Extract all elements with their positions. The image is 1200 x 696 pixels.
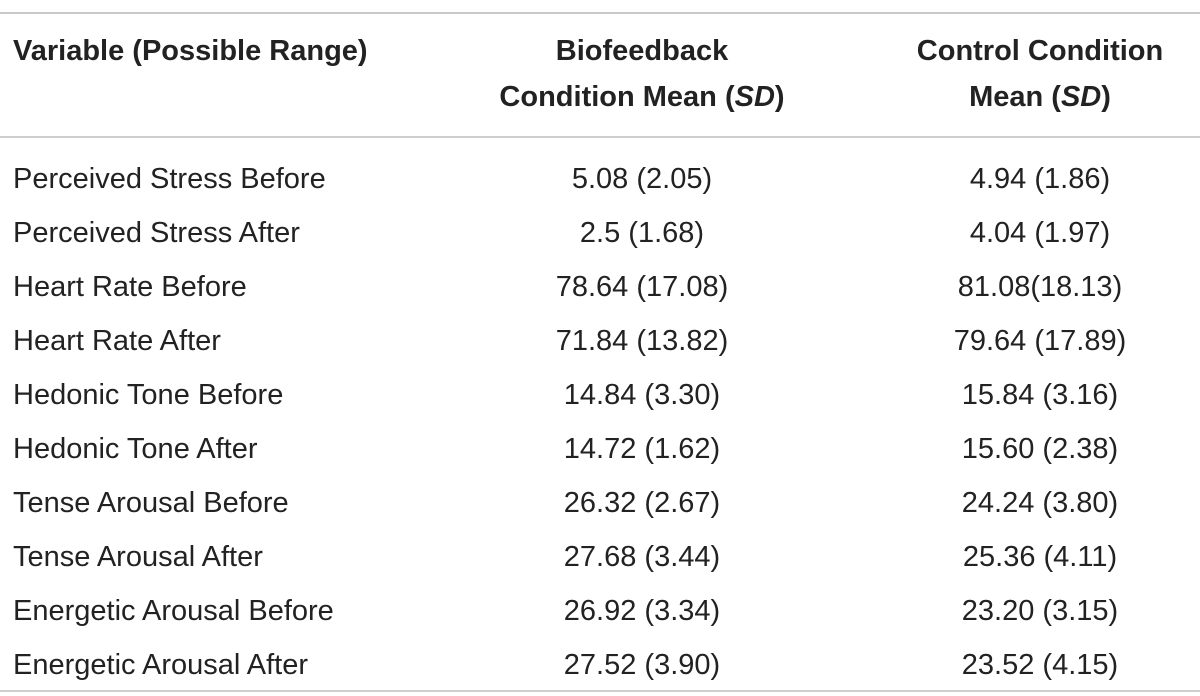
cell-control: 24.24 (3.80): [961, 487, 1119, 519]
header-control-sd: SD: [1060, 81, 1102, 113]
cell-control: 81.08(18.13): [957, 271, 1123, 303]
header-biofeedback-line1: Biofeedback: [555, 35, 729, 67]
table-header-rule: [0, 136, 1200, 138]
cell-biofeedback: 26.92 (3.34): [563, 595, 721, 627]
header-biofeedback-line2: Condition Mean (SD): [442, 74, 842, 120]
header-biofeedback: Biofeedback Condition Mean (SD): [442, 28, 842, 120]
cell-control: 4.94 (1.86): [969, 163, 1111, 195]
cell-variable: Perceived Stress Before: [13, 163, 326, 195]
cell-variable: Tense Arousal After: [13, 541, 263, 573]
header-control: Control Condition Mean (SD): [880, 28, 1200, 120]
cell-variable: Energetic Arousal After: [13, 649, 308, 681]
cell-variable: Energetic Arousal Before: [13, 595, 334, 627]
cell-biofeedback: 78.64 (17.08): [555, 271, 729, 303]
table-top-rule: [0, 12, 1200, 14]
cell-biofeedback: 71.84 (13.82): [555, 325, 729, 357]
cell-biofeedback: 14.84 (3.30): [563, 379, 721, 411]
table-row: Perceived Stress After 2.5 (1.68) 4.04 (…: [0, 206, 1200, 260]
header-biofeedback-line2-pre: Condition Mean (: [499, 81, 735, 113]
header-biofeedback-line2-post: ): [774, 81, 785, 113]
header-variable: Variable (Possible Range): [13, 35, 368, 67]
cell-control: 15.60 (2.38): [961, 433, 1119, 465]
table-row: Perceived Stress Before 5.08 (2.05) 4.94…: [0, 152, 1200, 206]
table-row: Energetic Arousal Before 26.92 (3.34) 23…: [0, 584, 1200, 638]
table-header: Variable (Possible Range) Biofeedback Co…: [0, 28, 1200, 128]
header-control-line1: Control Condition: [916, 35, 1164, 67]
cell-biofeedback: 27.68 (3.44): [563, 541, 721, 573]
cell-biofeedback: 5.08 (2.05): [571, 163, 713, 195]
cell-biofeedback: 2.5 (1.68): [579, 217, 705, 249]
header-control-line2-post: ): [1101, 81, 1111, 113]
table-row: Energetic Arousal After 27.52 (3.90) 23.…: [0, 638, 1200, 692]
cell-variable: Heart Rate After: [13, 325, 221, 357]
cell-variable: Heart Rate Before: [13, 271, 247, 303]
table-row: Tense Arousal Before 26.32 (2.67) 24.24 …: [0, 476, 1200, 530]
cell-variable: Hedonic Tone Before: [13, 379, 284, 411]
table-row: Hedonic Tone After 14.72 (1.62) 15.60 (2…: [0, 422, 1200, 476]
cell-control: 25.36 (4.11): [962, 541, 1118, 573]
table-row: Heart Rate Before 78.64 (17.08) 81.08(18…: [0, 260, 1200, 314]
header-control-line2: Mean (SD): [880, 74, 1200, 120]
cell-control: 23.20 (3.15): [961, 595, 1119, 627]
cell-biofeedback: 26.32 (2.67): [563, 487, 721, 519]
table-bottom-rule: [0, 690, 1200, 692]
cell-biofeedback: 27.52 (3.90): [563, 649, 721, 681]
cell-biofeedback: 14.72 (1.62): [563, 433, 721, 465]
table-row: Hedonic Tone Before 14.84 (3.30) 15.84 (…: [0, 368, 1200, 422]
cell-variable: Hedonic Tone After: [13, 433, 258, 465]
cell-control: 15.84 (3.16): [961, 379, 1119, 411]
table-row: Tense Arousal After 27.68 (3.44) 25.36 (…: [0, 530, 1200, 584]
header-control-line2-pre: Mean (: [969, 81, 1061, 113]
cell-control: 79.64 (17.89): [953, 325, 1127, 357]
table-body: Perceived Stress Before 5.08 (2.05) 4.94…: [0, 152, 1200, 692]
header-biofeedback-sd: SD: [734, 81, 775, 113]
cell-variable: Perceived Stress After: [13, 217, 300, 249]
cell-variable: Tense Arousal Before: [13, 487, 289, 519]
cell-control: 23.52 (4.15): [961, 649, 1119, 681]
cell-control: 4.04 (1.97): [969, 217, 1111, 249]
table-row: Heart Rate After 71.84 (13.82) 79.64 (17…: [0, 314, 1200, 368]
